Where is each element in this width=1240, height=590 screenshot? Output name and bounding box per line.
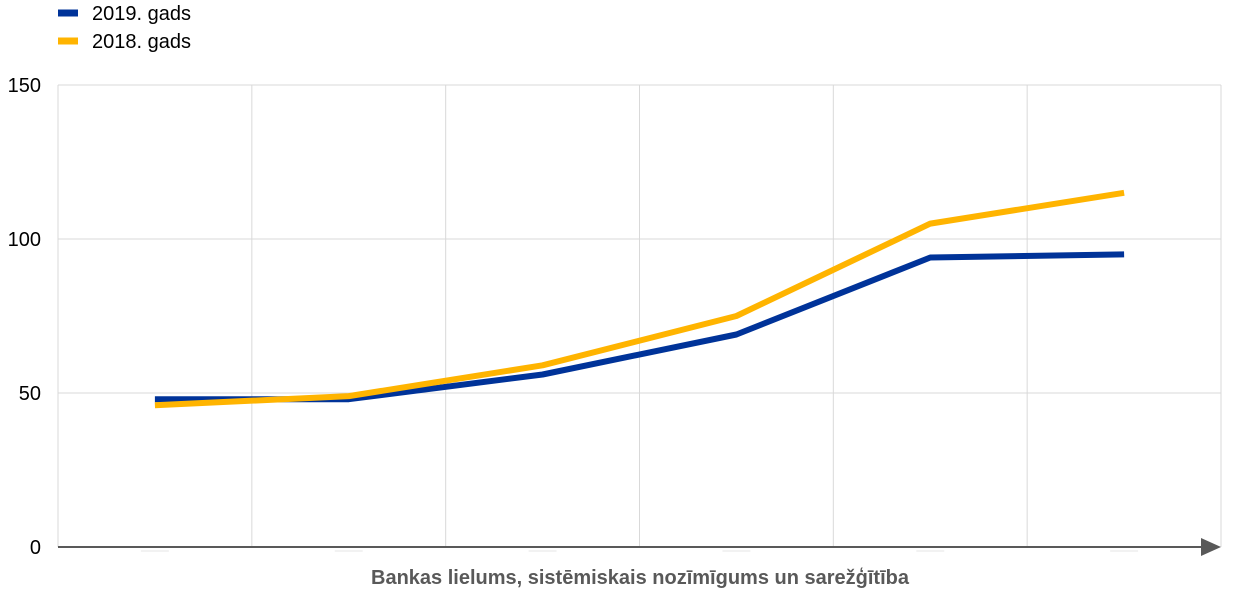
x-axis-label: Bankas lielums, sistēmiskais nozīmīgums … (371, 567, 910, 589)
gridlines (58, 84, 1222, 547)
axes: 0 50 100 150 (8, 75, 1221, 559)
series-lines (154, 189, 1125, 409)
x-axis-arrow-icon (1201, 538, 1221, 556)
legend-label-2018: 2018. gads (92, 31, 191, 53)
legend-label-2019: 2019. gads (92, 3, 191, 25)
y-tick-label: 150 (8, 75, 41, 97)
series-line-2018-gads (154, 189, 1125, 409)
y-tick-label: 50 (19, 383, 41, 405)
y-tick-label: 0 (30, 537, 41, 559)
legend: 2019. gads 2018. gads (58, 3, 191, 53)
y-tick-label: 100 (8, 229, 41, 251)
